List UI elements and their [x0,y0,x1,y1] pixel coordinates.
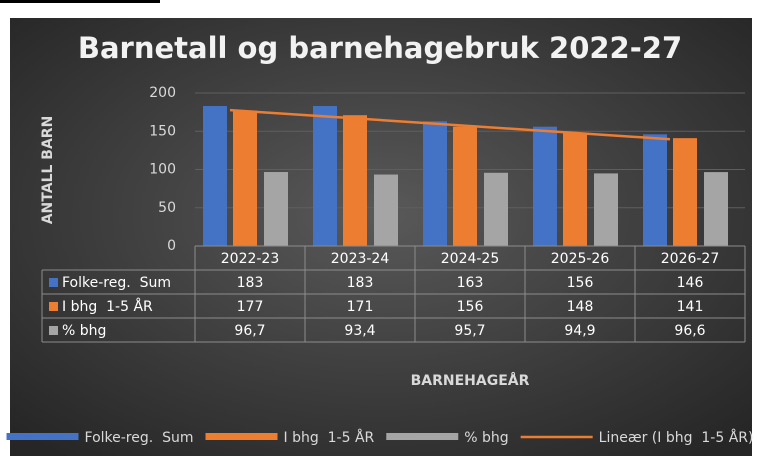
y-tick-label: 0 [167,238,176,254]
legend-swatch [386,433,459,440]
x-axis-label: BARNEHAGEÅR [411,372,530,389]
bar [374,174,398,246]
bar [533,126,557,246]
table-legend-key [49,326,58,335]
table-legend-key [49,302,58,311]
legend-label: I bhg 1-5 ÅR [284,429,375,446]
table-cell: 156 [567,275,594,291]
bar [343,115,367,246]
table-row-label: Folke-reg. Sum [62,275,171,291]
bar [203,106,227,246]
bar [453,126,477,246]
legend-label: Folke-reg. Sum [85,430,194,446]
y-tick-label: 150 [149,123,176,139]
table-cell: 163 [457,275,484,291]
table-cell: 96,7 [234,323,265,339]
legend-swatch [205,433,278,440]
heading-underline [0,0,160,3]
bar [313,106,337,246]
bar [673,138,697,246]
table-cell: 183 [347,275,374,291]
legend-label: % bhg [464,430,508,446]
bar [643,134,667,246]
bar [704,172,728,246]
trendline [229,108,671,141]
x-tick-label: 2022-23 [221,251,280,267]
table-cell: 183 [237,275,264,291]
bar [264,172,288,246]
table-cell: 141 [677,299,704,315]
bar [484,172,508,246]
legend-label: Lineær (I bhg 1-5 ÅR) [599,429,754,446]
table-row-label: % bhg [62,323,106,339]
table-cell: 94,9 [564,323,595,339]
table-legend-key [49,278,58,287]
table-row-label: I bhg 1-5 ÅR [62,298,153,315]
table-cell: 148 [567,299,594,315]
table-cell: 156 [457,299,484,315]
x-tick-label: 2023-24 [331,251,390,267]
bar [233,110,257,246]
x-tick-label: 2025-26 [551,251,610,267]
x-tick-label: 2024-25 [441,251,500,267]
table-cell: 171 [347,299,374,315]
x-tick-label: 2026-27 [661,251,720,267]
y-axis-label: ANTALL BARN [40,116,56,225]
bar [594,173,618,246]
legend-swatch [6,433,79,440]
y-tick-label: 100 [149,162,176,178]
table-cell: 177 [237,299,264,315]
table-cell: 93,4 [344,323,375,339]
y-tick-label: 200 [149,85,176,101]
table-cell: 96,6 [674,323,705,339]
chart-title: Barnetall og barnehagebruk 2022-27 [78,31,682,65]
table-cell: 146 [677,275,704,291]
bar [563,132,587,246]
table-cell: 95,7 [454,323,485,339]
bar [423,121,447,246]
y-tick-label: 50 [158,200,176,216]
